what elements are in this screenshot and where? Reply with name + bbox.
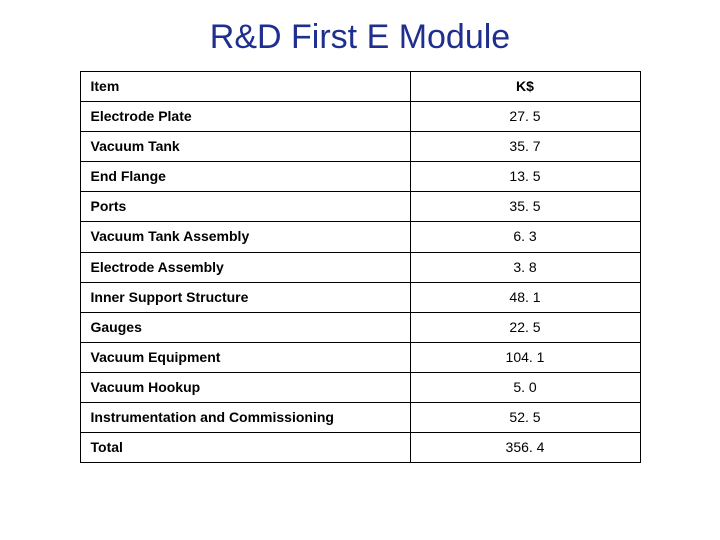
col-header-item: Item — [80, 72, 410, 102]
item-cell: Electrode Assembly — [80, 252, 410, 282]
item-cell: Vacuum Equipment — [80, 342, 410, 372]
value-cell: 22. 5 — [410, 312, 640, 342]
item-cell: Inner Support Structure — [80, 282, 410, 312]
table-row: Vacuum Tank Assembly 6. 3 — [80, 222, 640, 252]
value-cell: 48. 1 — [410, 282, 640, 312]
value-cell: 356. 4 — [410, 433, 640, 463]
table-row: Ports 35. 5 — [80, 192, 640, 222]
value-cell: 52. 5 — [410, 403, 640, 433]
value-cell: 6. 3 — [410, 222, 640, 252]
item-cell: Vacuum Hookup — [80, 372, 410, 402]
value-cell: 27. 5 — [410, 102, 640, 132]
item-cell: End Flange — [80, 162, 410, 192]
table-row: Gauges 22. 5 — [80, 312, 640, 342]
table-row: Vacuum Tank 35. 7 — [80, 132, 640, 162]
item-cell: Vacuum Tank Assembly — [80, 222, 410, 252]
table-row: Total 356. 4 — [80, 433, 640, 463]
item-cell: Vacuum Tank — [80, 132, 410, 162]
value-cell: 5. 0 — [410, 372, 640, 402]
item-cell: Total — [80, 433, 410, 463]
page-title: R&D First E Module — [0, 18, 720, 57]
table-row: Electrode Plate 27. 5 — [80, 102, 640, 132]
table-row: Inner Support Structure 48. 1 — [80, 282, 640, 312]
table-row: Instrumentation and Commissioning 52. 5 — [80, 403, 640, 433]
slide: R&D First E Module Item K$ Electrode Pla… — [0, 0, 720, 540]
cost-table-body: Item K$ Electrode Plate 27. 5 Vacuum Tan… — [80, 72, 640, 463]
value-cell: 104. 1 — [410, 342, 640, 372]
table-header-row: Item K$ — [80, 72, 640, 102]
value-cell: 35. 5 — [410, 192, 640, 222]
table-row: Vacuum Equipment 104. 1 — [80, 342, 640, 372]
col-header-value: K$ — [410, 72, 640, 102]
value-cell: 35. 7 — [410, 132, 640, 162]
table-row: Electrode Assembly 3. 8 — [80, 252, 640, 282]
cost-table: Item K$ Electrode Plate 27. 5 Vacuum Tan… — [80, 71, 641, 463]
value-cell: 3. 8 — [410, 252, 640, 282]
value-cell: 13. 5 — [410, 162, 640, 192]
item-cell: Electrode Plate — [80, 102, 410, 132]
item-cell: Gauges — [80, 312, 410, 342]
item-cell: Ports — [80, 192, 410, 222]
table-row: Vacuum Hookup 5. 0 — [80, 372, 640, 402]
table-row: End Flange 13. 5 — [80, 162, 640, 192]
item-cell: Instrumentation and Commissioning — [80, 403, 410, 433]
